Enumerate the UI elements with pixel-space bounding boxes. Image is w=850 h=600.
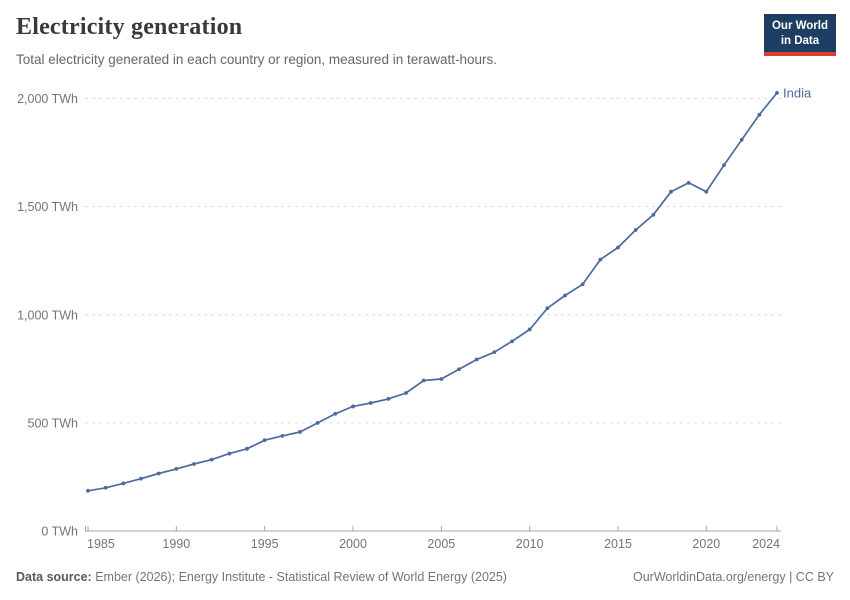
owid-link[interactable]: OurWorldinData.org/energy | CC BY	[632, 570, 834, 584]
svg-text:2,000 TWh: 2,000 TWh	[17, 92, 78, 106]
svg-text:2000: 2000	[339, 537, 367, 551]
svg-text:2005: 2005	[427, 537, 455, 551]
data-source-label: Data source:	[16, 570, 92, 584]
svg-text:2024: 2024	[752, 537, 780, 551]
chart-subtitle: Total electricity generated in each coun…	[16, 52, 497, 67]
series-end-label: India	[783, 85, 812, 100]
svg-text:2010: 2010	[516, 537, 544, 551]
page-title: Electricity generation	[16, 14, 243, 40]
svg-text:1995: 1995	[251, 537, 279, 551]
svg-text:2020: 2020	[692, 537, 720, 551]
svg-text:1,000 TWh: 1,000 TWh	[17, 308, 78, 322]
owid-logo[interactable]: Our World in Data	[763, 14, 836, 57]
data-points	[86, 90, 779, 493]
y-gridlines	[85, 98, 781, 424]
svg-text:500 TWh: 500 TWh	[28, 416, 79, 430]
logo-line-1: Our World	[771, 20, 828, 32]
svg-text:1,500 TWh: 1,500 TWh	[17, 200, 78, 214]
x-axis: 1985 1990 1995 2000 2005 2010 2015 2020 2024	[85, 526, 781, 551]
svg-text:1985: 1985	[87, 537, 115, 551]
data-line	[87, 92, 778, 492]
svg-text:2015: 2015	[604, 537, 632, 551]
svg-text:1990: 1990	[162, 537, 190, 551]
logo-line-2: in Data	[780, 34, 820, 47]
line-chart: 0 TWh 500 TWh 1,000 TWh 1,500 TWh 2,000 TWh 1…	[17, 85, 812, 551]
y-axis-labels: 0 TWh 500 TWh 1,000 TWh 1,500 TWh 2,000 TWh	[17, 92, 78, 539]
svg-text:0 TWh: 0 TWh	[41, 525, 78, 539]
data-source-text: Ember (2026); Energy Institute - Statist…	[91, 570, 507, 584]
data-source: Data source: Ember (2026); Energy Instit…	[16, 570, 507, 584]
